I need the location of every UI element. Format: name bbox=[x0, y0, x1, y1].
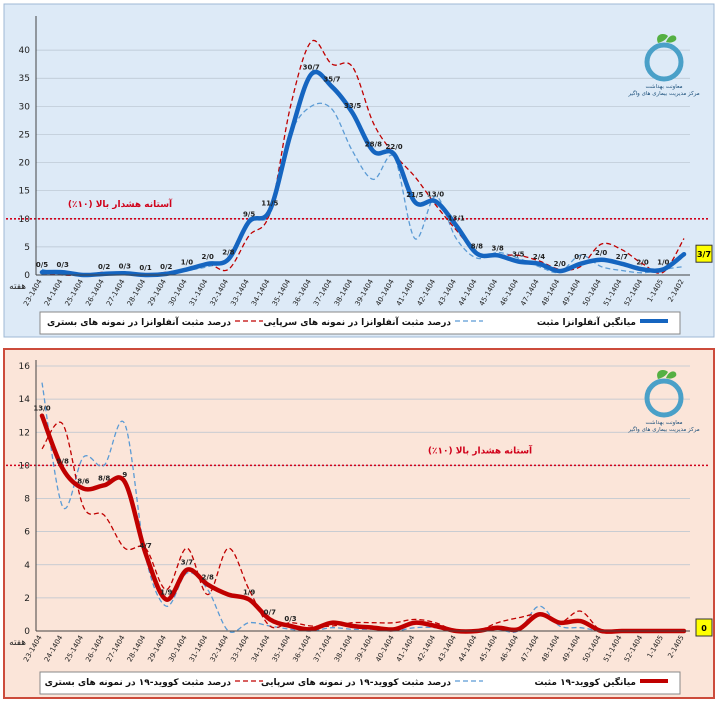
covid-legend-box bbox=[39, 671, 681, 695]
last-value-label: 3/7 bbox=[697, 250, 711, 259]
data-label: 1/0 bbox=[657, 258, 669, 266]
y-tick-label: 15 bbox=[19, 187, 30, 197]
data-label: 1/0 bbox=[181, 258, 193, 266]
legend-label-outpatient: درصد مثبت کووید-۱۹ در نمونه های سرپایی bbox=[261, 678, 451, 688]
logo-line2: مرکز مدیریت بیماری های واگیر bbox=[627, 426, 699, 433]
data-label: 1/9 bbox=[160, 589, 172, 597]
covid-legend: میانگین کووید-۱۹ مثبت درصد مثبت کووید-۱۹ … bbox=[45, 676, 668, 688]
y-tick-label: 12 bbox=[19, 428, 30, 438]
legend-label-main: میانگین کووید-۱۹ مثبت bbox=[534, 676, 636, 688]
logo-leaf2-icon bbox=[666, 35, 677, 43]
covid-data-labels: آستانه هشدار بالا (۱۰٪) 13/0 9/8 8/6 8/8 9 4/7… bbox=[33, 405, 713, 637]
y-tick-label: 40 bbox=[19, 46, 31, 56]
y-tick-label: 30 bbox=[19, 102, 31, 112]
y-tick-label: 16 bbox=[19, 362, 31, 372]
logo-line1: معاونت بهداشت bbox=[645, 84, 682, 90]
data-label: 35/7 bbox=[323, 76, 340, 84]
data-label: 21/5 bbox=[406, 191, 423, 199]
data-label: 8/6 bbox=[77, 478, 89, 486]
y-tick-label: 0 bbox=[24, 271, 30, 281]
data-label: 13/1 bbox=[448, 215, 465, 223]
legend-label-outpatient: درصد مثبت آنفلوانزا در نمونه های سرپایی bbox=[263, 316, 451, 328]
influenza-data-labels: آستانه هشدار بالا (۱۰٪) 0/5 0/3 0/2 0/3 0/1 0/… bbox=[36, 63, 713, 272]
last-value-box bbox=[695, 244, 713, 263]
y-tick-label: 6 bbox=[24, 528, 30, 538]
y-tick-label: 25 bbox=[19, 130, 30, 140]
influenza-legend: میانگین آنفلوانزا مثبت درصد مثبت آنفلوانز… bbox=[47, 316, 668, 328]
logo-leaf-icon bbox=[657, 370, 668, 379]
threshold-label: آستانه هشدار بالا (۱۰٪) bbox=[68, 198, 173, 210]
data-label: 0/5 bbox=[36, 261, 48, 269]
data-label: 13/0 bbox=[33, 405, 50, 413]
y-tick-label: 8 bbox=[24, 495, 30, 505]
data-label: 9/5 bbox=[243, 211, 255, 219]
series-line-main bbox=[39, 413, 687, 634]
data-label: 2/0 bbox=[595, 249, 607, 257]
data-label: 8/8 bbox=[471, 243, 483, 251]
logo-line1: معاونت بهداشت bbox=[645, 420, 682, 426]
influenza-panel bbox=[3, 3, 715, 338]
data-label: 13/0 bbox=[427, 190, 444, 198]
logo-leaf-icon bbox=[657, 34, 668, 43]
data-label: 8/8 bbox=[98, 474, 110, 482]
ministry-logo-top: معاونت بهداشت مرکز مدیریت بیماری های واگ… bbox=[627, 34, 700, 97]
data-label: 0/3 bbox=[119, 262, 131, 270]
last-value-box bbox=[695, 618, 713, 637]
data-label: 3/8 bbox=[491, 244, 503, 252]
data-label: 2/7 bbox=[616, 253, 628, 261]
y-tick-label: 0 bbox=[24, 627, 30, 637]
covid-panel bbox=[3, 348, 715, 699]
y-tick-label: 4 bbox=[24, 561, 30, 571]
y-tick-label: 5 bbox=[24, 243, 30, 253]
legend-label-inpatient: درصد مثبت آنفلوانزا در نمونه های بستری bbox=[47, 316, 231, 328]
data-label: 2/8 bbox=[222, 248, 234, 256]
y-tick-label: 14 bbox=[19, 395, 31, 405]
y-tick-label: 10 bbox=[19, 461, 31, 471]
data-label: 0/1 bbox=[139, 264, 151, 272]
logo-apple-icon bbox=[644, 378, 684, 418]
legend-label-inpatient: درصد مثبت کووید-۱۹ در نمونه های بستری bbox=[45, 678, 232, 688]
data-label: 3/7 bbox=[181, 559, 193, 567]
y-tick-label: 20 bbox=[19, 159, 31, 169]
influenza-legend-box bbox=[39, 311, 681, 335]
data-label: 0/7 bbox=[574, 253, 586, 261]
covid-series bbox=[6, 382, 710, 634]
data-label: 0/2 bbox=[98, 263, 110, 271]
y-tick-label: 10 bbox=[19, 215, 31, 225]
data-label: 9 bbox=[122, 471, 127, 479]
data-label: 2/0 bbox=[202, 253, 214, 261]
data-label: 28/8 bbox=[365, 140, 382, 148]
y-tick-label: 35 bbox=[19, 74, 30, 84]
data-label: 2/4 bbox=[533, 253, 545, 261]
data-label: 2/0 bbox=[636, 258, 648, 266]
data-label: 11/5 bbox=[261, 199, 278, 207]
last-value-label: 0 bbox=[701, 624, 707, 633]
logo-line2: مرکز مدیریت بیماری های واگیر bbox=[627, 90, 699, 97]
series-line-outpatient bbox=[41, 382, 684, 634]
data-label: 0/2 bbox=[160, 263, 172, 271]
logo-apple-icon bbox=[644, 42, 684, 82]
data-label: 4/7 bbox=[139, 542, 151, 550]
data-label: 0/7 bbox=[264, 608, 276, 616]
data-label: 1/9 bbox=[243, 589, 255, 597]
x-axis-title: هفته bbox=[9, 638, 26, 648]
data-label: 0/3 bbox=[57, 261, 69, 269]
data-label: 0/3 bbox=[284, 615, 296, 623]
data-label: 2/0 bbox=[554, 260, 566, 268]
data-label: 3/5 bbox=[512, 251, 524, 259]
data-label: 30/7 bbox=[303, 63, 320, 71]
ministry-logo-bottom: معاونت بهداشت مرکز مدیریت بیماری های واگ… bbox=[627, 370, 700, 433]
data-label: 33/5 bbox=[344, 102, 361, 110]
threshold-label: آستانه هشدار بالا (۱۰٪) bbox=[428, 444, 533, 456]
data-label: 9/8 bbox=[57, 458, 69, 466]
data-label: 2/8 bbox=[202, 574, 214, 582]
data-label: 22/0 bbox=[385, 143, 402, 151]
legend-label-main: میانگین آنفلوانزا مثبت bbox=[537, 316, 636, 328]
logo-leaf2-icon bbox=[666, 371, 677, 379]
x-axis-title: هفته bbox=[9, 282, 26, 292]
y-tick-label: 2 bbox=[24, 594, 30, 604]
